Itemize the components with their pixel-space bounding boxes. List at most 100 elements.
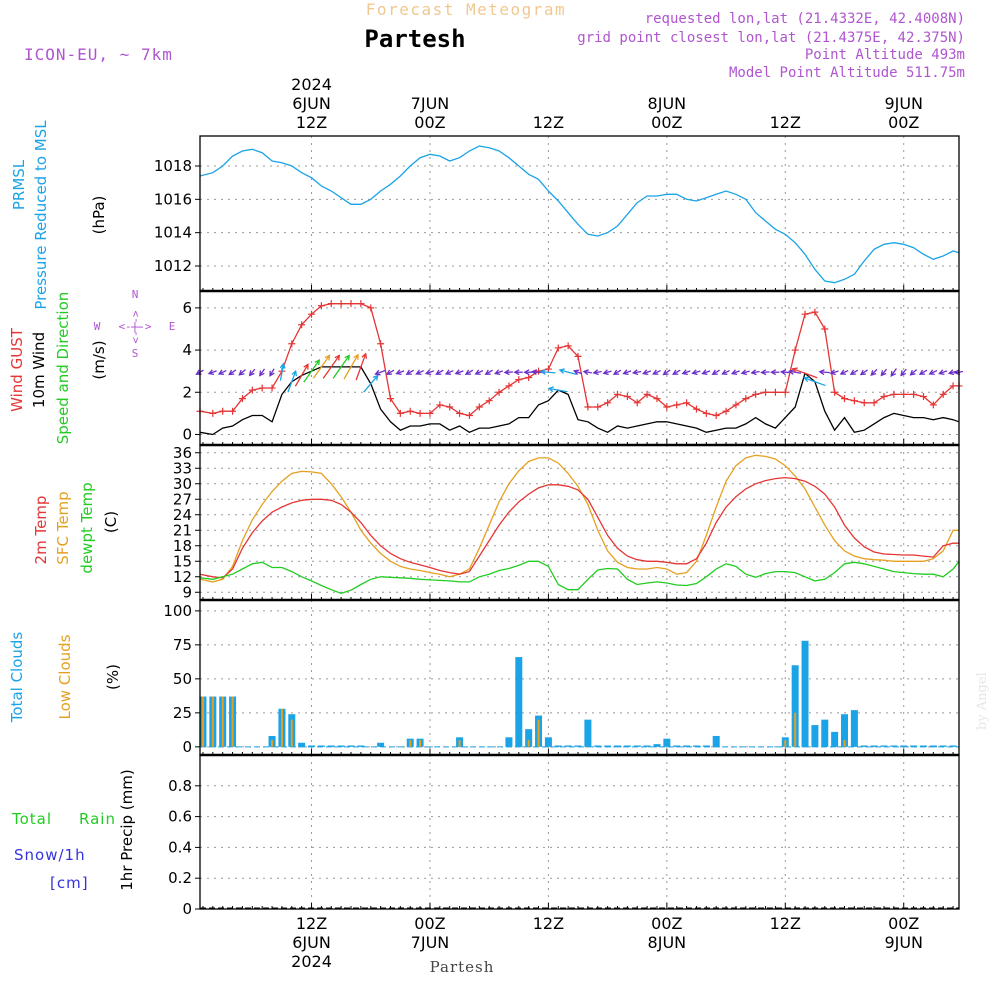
precip-ytick-label: 0.2	[168, 869, 192, 887]
wind-dir-arrowhead	[228, 369, 235, 376]
wind-dir-arrowhead	[721, 369, 728, 375]
wind-dir-arrowhead	[385, 369, 393, 375]
gust-marker	[525, 373, 533, 381]
gust-marker	[880, 392, 888, 400]
wind-dir-arrowhead	[829, 369, 836, 376]
pressure-label-line1: PRMSL	[10, 159, 28, 210]
gust-marker	[554, 344, 562, 352]
wind-dir-arrowhead	[279, 362, 286, 369]
bottom-time-label: 00Z	[651, 914, 682, 933]
low-cloud-bar	[231, 696, 234, 747]
low-cloud-bar	[201, 696, 204, 747]
low-cloud-bar	[843, 740, 846, 747]
wind-dir-arrowhead	[444, 369, 452, 375]
wind-dir-arrowhead	[547, 386, 554, 393]
cloud-ytick-label: 50	[173, 670, 192, 688]
temp2m-line	[199, 476, 959, 579]
cloud-ytick-label: 75	[173, 636, 192, 654]
precip-ytick-label: 0.8	[168, 777, 192, 795]
bottom-time-label: 7JUN	[411, 933, 450, 952]
wind-dir-arrowhead	[612, 369, 620, 375]
compass-south: S	[132, 347, 139, 360]
gust-marker	[811, 308, 819, 316]
gust-marker	[643, 390, 651, 398]
total-cloud-bar	[623, 745, 631, 747]
top-time-label: 00Z	[888, 113, 919, 132]
total-cloud-bar	[308, 745, 316, 747]
top-time-label: 00Z	[414, 113, 445, 132]
compass-west: W	[94, 320, 101, 333]
gust-marker	[377, 340, 385, 348]
wind-dir-arrowhead	[803, 376, 810, 383]
gust-marker	[929, 401, 937, 409]
temp-ytick-label: 9	[182, 583, 192, 601]
total-cloud-bar	[574, 745, 582, 747]
top-time-label: 9JUN	[884, 94, 923, 113]
total-cloud-bar	[564, 745, 572, 747]
pressure-unit: (hPa)	[90, 196, 108, 235]
wind-dir-arrowhead	[503, 369, 510, 376]
gust-marker	[288, 340, 296, 348]
wind-dir-arrowhead	[344, 354, 350, 361]
gust-marker	[801, 310, 809, 318]
speed-dir-label: Speed and Direction	[54, 292, 72, 445]
gust-marker	[308, 310, 316, 318]
gust-marker	[337, 300, 345, 308]
gust-marker	[732, 401, 740, 409]
total-cloud-bar	[929, 745, 937, 747]
precip-label: Total Rain Snow/1h [cm] 1hr Precip (mm)	[11, 769, 136, 892]
total-cloud-bar	[643, 745, 651, 747]
gust-marker	[298, 321, 306, 329]
pressure-ytick-label: 1016	[154, 190, 192, 208]
wind-dir-arrow	[303, 359, 320, 383]
gust-marker	[396, 409, 404, 417]
wind-dir-arrowhead	[248, 370, 255, 377]
total-cloud-bar	[850, 710, 858, 747]
gust-marker	[781, 388, 789, 396]
cloud-unit: (%)	[104, 664, 122, 690]
temp-ytick-label: 36	[173, 444, 192, 462]
gust-marker	[436, 401, 444, 409]
cloud-ytick-label: 100	[163, 602, 192, 620]
wind-dir-arrowhead	[791, 367, 798, 373]
top-time-label: 12Z	[533, 113, 564, 132]
low-cloud-bar	[458, 740, 461, 747]
total-cloud-bar	[801, 640, 809, 747]
low-cloud-bar	[221, 696, 224, 747]
wind-dir-arrow	[287, 370, 297, 393]
gust-marker	[604, 399, 612, 407]
wind-dir-arrowhead	[259, 370, 265, 377]
temp-ytick-label: 27	[173, 490, 192, 508]
low-cloud-bar	[409, 740, 412, 747]
total-cloud-bar	[702, 745, 710, 747]
bottom-time-label: 9JUN	[884, 933, 923, 952]
total-cloud-bar	[860, 745, 868, 747]
wind-ytick-label: 4	[182, 341, 192, 359]
total-cloud-bar	[633, 745, 641, 747]
gust-marker	[465, 411, 473, 419]
wind-dir-arrowhead	[415, 369, 422, 375]
precip-axis-label: 1hr Precip (mm)	[118, 769, 136, 890]
total-cloud-bar	[870, 745, 878, 747]
wind-dir-arrowhead	[730, 369, 738, 375]
gust-marker	[357, 300, 365, 308]
gust-marker	[485, 397, 493, 405]
gust-marker	[209, 409, 217, 417]
temp2m-label: 2m Temp	[32, 496, 50, 565]
wind-dir-arrow	[355, 353, 367, 381]
temp-ytick-label: 12	[173, 568, 192, 586]
total-cloud-bar	[880, 745, 888, 747]
precip-ytick-label: 0.4	[168, 838, 192, 856]
bottom-time-label: 8JUN	[648, 933, 687, 952]
gust-marker	[890, 390, 898, 398]
panel-frames	[199, 135, 960, 910]
wind-dir-arrowhead	[947, 369, 955, 376]
top-time-label: 00Z	[651, 113, 682, 132]
wind-dir-arrowhead	[217, 369, 225, 375]
total-cloud-bar	[900, 745, 908, 747]
plot-marks	[195, 145, 964, 909]
wind-dir-arrowhead	[760, 369, 767, 376]
gust-marker	[505, 382, 513, 390]
gust-marker	[949, 382, 957, 390]
wind-dir-arrowhead	[395, 369, 402, 375]
